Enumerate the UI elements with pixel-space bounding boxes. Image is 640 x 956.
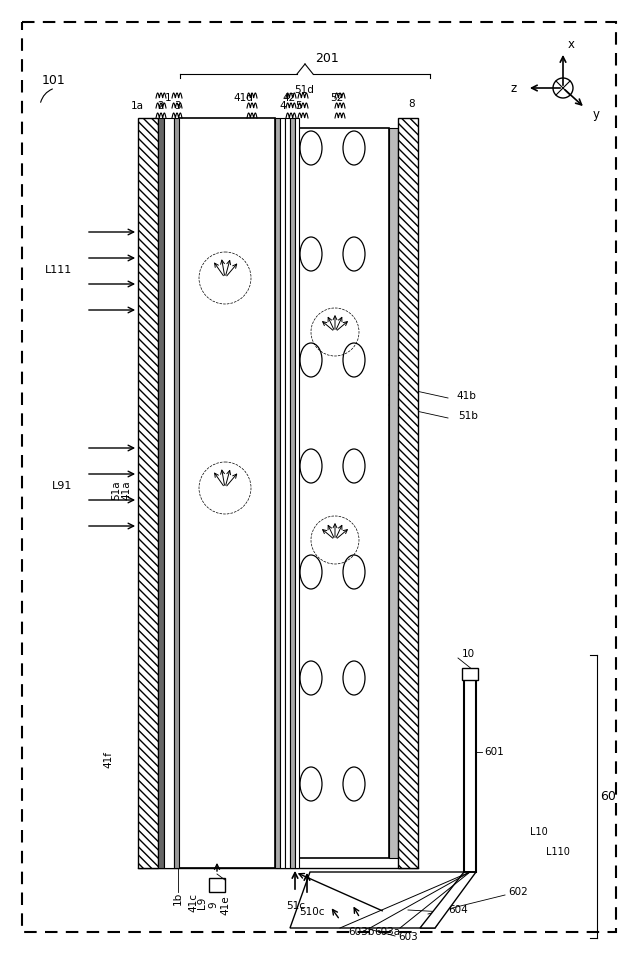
Bar xyxy=(462,668,478,680)
Text: 510c: 510c xyxy=(300,907,324,917)
Text: 42: 42 xyxy=(282,93,296,103)
Bar xyxy=(158,118,164,868)
Text: 51d: 51d xyxy=(294,85,314,95)
Bar xyxy=(209,878,225,892)
Bar xyxy=(295,118,299,868)
Text: 60: 60 xyxy=(600,790,616,802)
Text: 1b: 1b xyxy=(173,891,183,904)
Text: 603: 603 xyxy=(398,932,418,942)
Bar xyxy=(280,118,285,868)
Text: 51a: 51a xyxy=(111,480,121,500)
Text: 604: 604 xyxy=(448,905,468,915)
Text: 10: 10 xyxy=(462,649,475,659)
Text: 41d: 41d xyxy=(233,93,253,103)
FancyArrowPatch shape xyxy=(40,89,52,102)
Text: 52: 52 xyxy=(330,93,344,103)
Text: L9: L9 xyxy=(197,897,207,909)
Text: 8: 8 xyxy=(409,99,415,109)
Bar xyxy=(174,118,179,868)
Bar xyxy=(275,118,280,868)
Text: L10: L10 xyxy=(530,827,548,837)
Text: 51b: 51b xyxy=(458,411,478,421)
Text: 602: 602 xyxy=(508,887,528,897)
Text: 1: 1 xyxy=(164,93,172,103)
Bar xyxy=(179,118,275,868)
Text: x: x xyxy=(568,37,575,51)
Text: 4: 4 xyxy=(280,101,286,111)
Text: 41b: 41b xyxy=(456,391,476,401)
Text: L110: L110 xyxy=(546,847,570,857)
Text: 603a: 603a xyxy=(374,927,400,937)
Text: 201: 201 xyxy=(315,52,339,64)
Text: 41c: 41c xyxy=(188,893,198,911)
Text: 2: 2 xyxy=(157,101,164,111)
Text: 5: 5 xyxy=(294,101,301,111)
Text: 3: 3 xyxy=(173,101,180,111)
Text: y: y xyxy=(593,107,600,120)
Bar xyxy=(389,128,398,858)
Text: 101: 101 xyxy=(42,74,66,86)
Text: 601: 601 xyxy=(484,747,504,757)
Bar xyxy=(290,118,295,868)
Bar xyxy=(164,118,174,868)
Text: 41f: 41f xyxy=(103,751,113,769)
Text: L91: L91 xyxy=(52,481,72,491)
Bar xyxy=(299,128,389,858)
Text: 51c: 51c xyxy=(287,901,305,911)
Text: 41e: 41e xyxy=(220,895,230,915)
Text: 41a: 41a xyxy=(121,480,131,500)
Polygon shape xyxy=(290,872,470,928)
Text: 603b: 603b xyxy=(348,927,374,937)
Bar xyxy=(138,118,158,868)
Text: L111: L111 xyxy=(45,265,72,275)
Text: 9: 9 xyxy=(208,902,218,908)
Bar xyxy=(398,118,418,868)
Text: z: z xyxy=(511,81,517,95)
Polygon shape xyxy=(420,872,476,928)
Text: 1a: 1a xyxy=(131,101,144,111)
Bar xyxy=(285,118,290,868)
